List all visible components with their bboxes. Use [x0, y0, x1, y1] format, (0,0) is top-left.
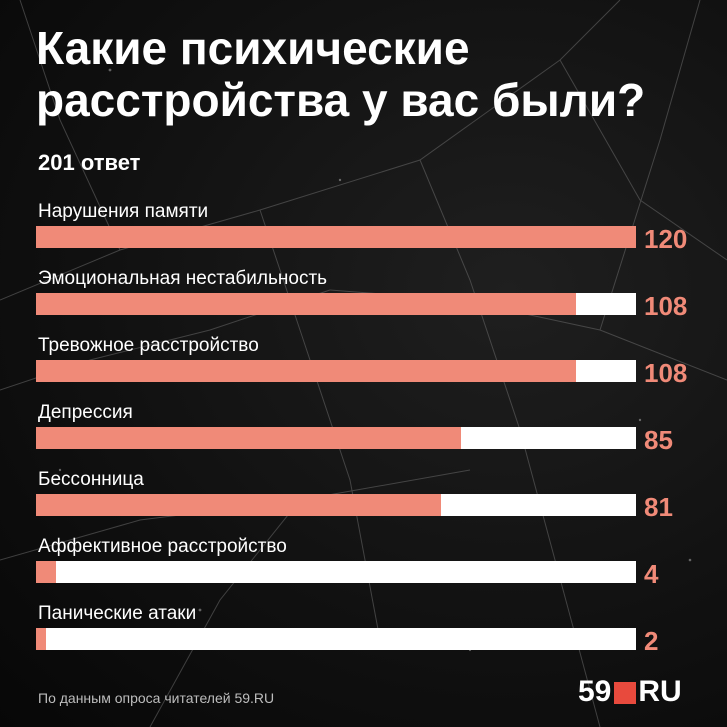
bar-track [36, 628, 636, 650]
bar [36, 427, 461, 449]
category-label: Аффективное расстройство [38, 536, 287, 557]
chart-title: Какие психические расстройства у вас был… [36, 22, 646, 126]
logo-text-ru: RU [638, 675, 682, 708]
category-label: Эмоциональная нестабильность [38, 268, 327, 289]
category-label: Бессонница [38, 469, 144, 490]
bar [36, 226, 636, 248]
bar [36, 360, 576, 382]
bar [36, 494, 441, 516]
category-label: Тревожное расстройство [38, 335, 259, 356]
category-label: Нарушения памяти [38, 201, 208, 222]
category-label: Депрессия [38, 402, 133, 423]
value-label: 108 [644, 291, 687, 321]
value-label: 120 [644, 224, 687, 254]
value-label: 85 [644, 425, 673, 455]
bar-track [36, 561, 636, 583]
response-count: 201 ответ [38, 150, 141, 175]
value-label: 108 [644, 358, 687, 388]
value-label: 2 [644, 626, 658, 656]
bar [36, 561, 56, 583]
value-label: 81 [644, 492, 673, 522]
bar [36, 628, 46, 650]
value-label: 4 [644, 559, 659, 589]
category-label: Панические атаки [38, 603, 196, 624]
bar [36, 293, 576, 315]
source-note: По данным опроса читателей 59.RU [38, 690, 275, 706]
logo-square-icon [614, 682, 637, 704]
site-logo[interactable]: 59 RU [578, 675, 682, 708]
logo-text-59: 59 [578, 675, 612, 708]
